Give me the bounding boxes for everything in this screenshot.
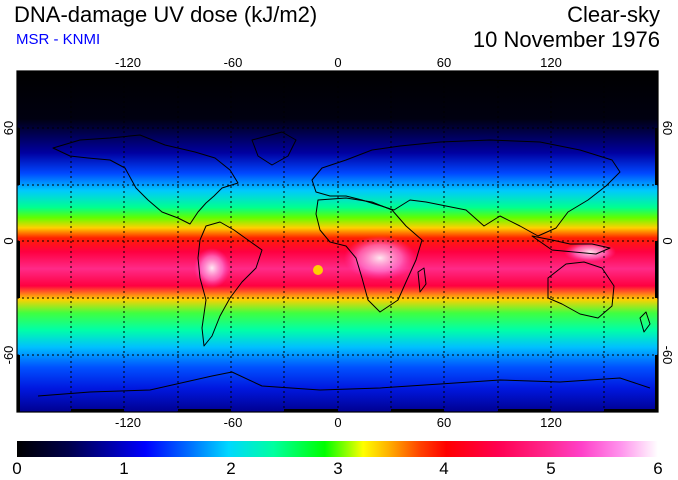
frame-tick-top <box>284 71 338 74</box>
map-title: DNA-damage UV dose (kJ/m2) <box>14 2 318 27</box>
madagascar-coast <box>417 267 427 293</box>
frame-tick-right <box>655 241 658 298</box>
frame-tick-top <box>178 71 231 74</box>
australia-coast <box>547 261 615 319</box>
colorbar-label: 6 <box>653 459 663 478</box>
credit-label: MSR - KNMI <box>16 31 101 48</box>
lat-label-left: 0 <box>1 237 16 244</box>
andes-maximum <box>194 248 230 288</box>
colorbar-label: 5 <box>546 459 556 478</box>
lat-labels-left: 60 0 -60 <box>1 121 16 365</box>
south-america-coast <box>197 221 263 347</box>
frame-tick-bottom <box>604 409 658 412</box>
north-america-coast <box>52 134 239 225</box>
frame-tick-top <box>71 71 124 74</box>
lon-label-top: -60 <box>224 55 243 70</box>
antarctica-coast <box>37 371 651 397</box>
new-zealand-coast <box>639 311 651 333</box>
lon-label-top: 120 <box>540 55 562 70</box>
frame-tick-top <box>391 71 444 74</box>
africa-maximum <box>344 236 416 280</box>
lon-label-bottom: -60 <box>224 415 243 430</box>
indonesia-maximum <box>564 242 616 262</box>
colorbar-label: 2 <box>226 459 236 478</box>
frame-tick-top <box>498 71 551 74</box>
frame-tick-bottom <box>71 409 124 412</box>
colorbar-label: 4 <box>439 459 449 478</box>
frame-tick-right <box>655 355 658 412</box>
colorbar-label: 1 <box>119 459 129 478</box>
frame-tick-bottom <box>284 409 338 412</box>
lon-label-bottom: 120 <box>540 415 562 430</box>
st-helena-spot <box>313 265 323 275</box>
frame-tick-bottom <box>178 409 231 412</box>
lon-labels-bottom: -120 -60 0 60 120 <box>115 415 562 430</box>
lon-label-top: 60 <box>437 55 451 70</box>
uv-dose-map: -120 -60 0 60 120 -120 -60 0 60 120 60 0… <box>1 55 675 430</box>
frame-tick-right <box>655 128 658 185</box>
coastlines <box>37 131 651 397</box>
colorbar <box>17 441 658 457</box>
frame-tick-top <box>604 71 658 74</box>
lat-labels-right: 60 0 -60 <box>660 121 675 365</box>
colorbar-label: 3 <box>333 459 343 478</box>
frame-tick-left <box>17 241 20 298</box>
lon-label-bottom: -120 <box>115 415 141 430</box>
lon-label-top: -120 <box>115 55 141 70</box>
lon-label-top: 0 <box>334 55 341 70</box>
africa-coast <box>315 197 423 313</box>
graticule <box>17 71 658 412</box>
frame-tick-bottom <box>391 409 444 412</box>
lat-label-left: -60 <box>1 346 16 365</box>
frame-tick-left <box>17 355 20 412</box>
colorbar-label: 0 <box>12 459 22 478</box>
sky-condition-label: Clear-sky <box>567 2 660 27</box>
frame-tick-left <box>17 128 20 185</box>
lat-label-right: -60 <box>660 346 675 365</box>
frame-tick-bottom <box>498 409 551 412</box>
lat-label-right: 0 <box>660 237 675 244</box>
lon-label-bottom: 0 <box>334 415 341 430</box>
frame-ticks <box>17 71 658 412</box>
lat-label-right: 60 <box>660 121 675 135</box>
date-label: 10 November 1976 <box>472 27 660 52</box>
greenland-coast <box>251 131 297 166</box>
lat-label-left: 60 <box>1 121 16 135</box>
lon-label-bottom: 60 <box>437 415 451 430</box>
lon-labels-top: -120 -60 0 60 120 <box>115 55 562 70</box>
eurasia-coast <box>311 139 621 237</box>
